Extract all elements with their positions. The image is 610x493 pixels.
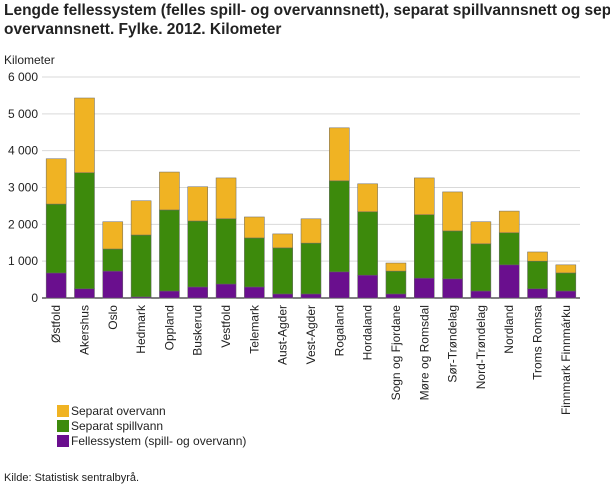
bar-segment [414,277,435,299]
x-tick-label: Nordland [502,305,516,354]
bar-segment [300,218,322,244]
bar-segment [498,264,520,299]
bar-segment [527,251,548,262]
x-tick-label: Østfold [49,305,63,343]
x-tick-label: Hordaland [361,305,375,360]
x-tick-label: Aust-Agder [276,305,290,365]
x-tick-label: Vest-Agder [304,305,318,364]
chart-title: Lengde fellessystem (felles spill- og ov… [4,2,610,38]
y-tick-label: 3 000 [8,181,38,195]
bar-segment [555,272,577,292]
bar-segment [470,221,492,245]
x-tick-label: Møre og Romsdal [417,305,431,400]
legend-swatch [57,420,69,432]
bar-segment [414,214,435,279]
bar-segment [244,286,265,299]
bar-segment [159,209,180,292]
bar-segment [357,211,378,276]
bar-segment [272,293,293,299]
x-tick-label: Oslo [106,305,120,330]
bar-segment [102,270,124,299]
bar-segment [130,234,152,298]
bar-segment [272,233,293,249]
x-tick-label: Buskerud [191,305,205,356]
y-tick-label: 5 000 [8,107,38,121]
bar-segment [215,177,237,220]
bar-segment [555,264,577,274]
bar-segment [357,274,378,299]
legend-label: Separat overvann [71,404,166,418]
bar-segment [442,230,463,280]
x-tick-label: Telemark [247,304,261,354]
legend-label: Fellessystem (spill- og overvann) [71,434,246,448]
bar-segment [498,210,520,234]
bar-segment [45,272,67,299]
x-tick-label: Hedmark [134,304,148,354]
bar-segment [187,220,208,288]
bar-segment [442,191,463,232]
bar-segment [187,186,208,222]
bar-segment [555,290,577,299]
legend-swatch [57,435,69,447]
y-tick-label: 1 000 [8,254,38,268]
x-tick-label: Oppland [162,305,176,350]
bar-segment [130,200,152,236]
bar-segment [498,232,520,266]
x-tick-label: Nord-Trøndelag [474,305,488,389]
bar-segment [329,127,350,182]
bar-segment [300,293,322,299]
y-tick-label: 6 000 [8,70,38,84]
bar-segment [45,203,67,274]
x-tick-label: Finnmark Finnmárku [559,305,573,415]
x-tick-label: Sogn og Fjordane [389,305,403,401]
x-tick-label: Troms Romsa [531,305,545,380]
y-tick-label: 2 000 [8,217,38,231]
bar-segment [215,218,237,285]
x-tick-label: Sør-Trøndelag [446,305,460,383]
y-tick-label: 0 [31,291,38,305]
bar-segment [74,172,95,290]
bar-segment [102,221,124,250]
legend-label: Separat spillvann [71,419,163,433]
bar-segment [329,180,350,273]
bar-segment [527,288,548,299]
bar-segment [244,237,265,288]
bar-segment [414,177,435,216]
x-tick-label: Vestfold [219,305,233,348]
bar-segment [159,290,180,299]
bar-segment [470,243,492,292]
bar-segment [102,248,124,272]
bar-segment [357,183,378,213]
source: Kilde: Statistisk sentralbyrå. [4,472,139,484]
bar-segment [385,293,407,299]
bar-segment [272,247,293,295]
bar-segment [187,286,208,299]
bar-segment [527,260,548,290]
bar-segment [159,171,180,211]
bar-segment [442,278,463,299]
x-tick-label: Akershus [77,305,91,355]
bar-segment [215,283,237,299]
bar-segment [74,288,95,299]
y-tick-label: 4 000 [8,144,38,158]
bar-segment [74,97,95,174]
bar-segment [329,271,350,299]
y-axis-label: Kilometer [4,53,55,67]
legend-swatch [57,405,69,417]
bar-segment [470,290,492,299]
bar-segment [244,216,265,239]
bar-segment [300,242,322,295]
bar-segment [385,270,407,295]
bar-segment [385,262,407,272]
bar-segment [45,158,67,205]
x-tick-label: Rogaland [332,305,346,356]
